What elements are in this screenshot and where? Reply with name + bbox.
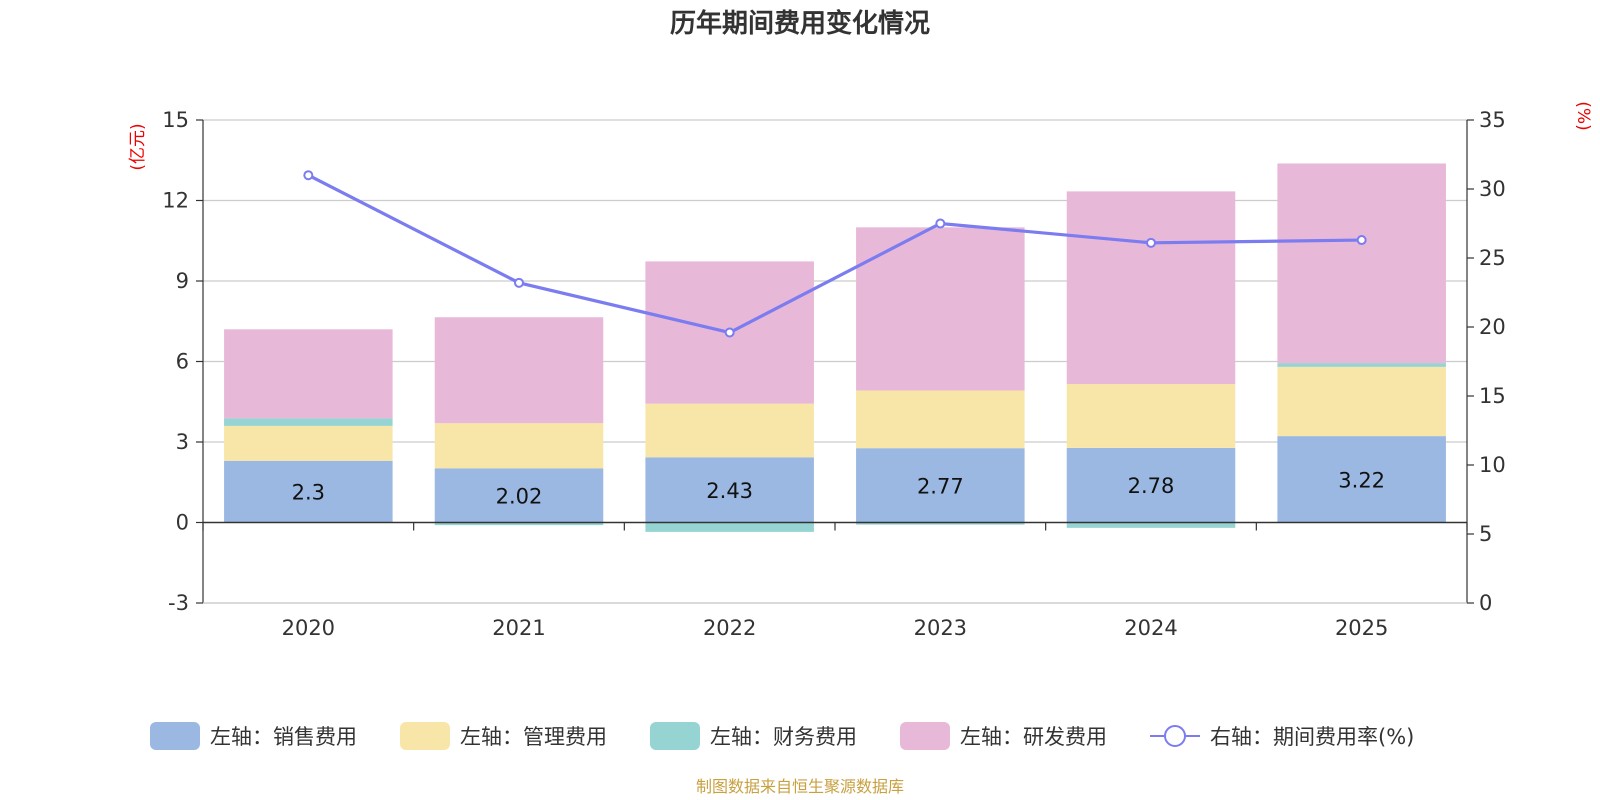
bar-segment <box>856 522 1025 525</box>
right-tick-label: 20 <box>1479 315 1506 339</box>
bar-segment <box>645 457 814 523</box>
x-tick-label: 2025 <box>1335 616 1388 640</box>
bar-segment <box>645 522 814 532</box>
left-tick-label: 15 <box>162 108 189 132</box>
bar-segment <box>856 448 1025 523</box>
rate-point <box>514 277 524 288</box>
right-tick-label: 0 <box>1479 591 1492 615</box>
legend-label: 右轴：期间费用率(%) <box>1210 725 1414 749</box>
legend-swatch-marker <box>1164 725 1186 747</box>
left-tick-label: 9 <box>176 269 189 293</box>
bar-segment <box>434 423 604 469</box>
x-tick-label: 2021 <box>492 616 545 640</box>
left-tick-label: 3 <box>176 430 189 454</box>
left-tick-label: 12 <box>162 189 189 213</box>
bar-segment <box>645 403 814 458</box>
right-tick-label: 35 <box>1479 108 1506 132</box>
bar-segment <box>1277 436 1446 523</box>
bar-segment <box>1277 366 1446 437</box>
source-note: 制图数据来自恒生聚源数据库 <box>696 777 904 796</box>
bar-segment <box>224 418 393 426</box>
right-axis-unit: (%) <box>1573 101 1593 130</box>
legend-swatch <box>400 722 450 750</box>
bar-segment <box>434 317 604 424</box>
bar-segment <box>856 227 1025 391</box>
legend-label: 左轴：研发费用 <box>960 725 1107 749</box>
data-label: 2.3 <box>292 481 325 505</box>
x-tick-label: 2024 <box>1124 616 1177 640</box>
bar-segment <box>1066 522 1236 528</box>
data-labels: 2.3 2.02 2.43 2.77 2.78 3.22 <box>292 468 1385 508</box>
bar-segment <box>224 425 393 461</box>
chart-title: 历年期间费用变化情况 <box>670 8 930 39</box>
left-tick-label: -3 <box>168 591 189 615</box>
bar-segment <box>1277 363 1446 367</box>
bar-segment <box>1277 163 1446 364</box>
right-tick-label: 15 <box>1479 384 1506 408</box>
bar-group <box>224 163 1446 532</box>
rate-point <box>1146 237 1156 248</box>
data-label: 2.43 <box>706 479 753 503</box>
rate-point <box>935 218 946 229</box>
rate-point <box>1356 235 1367 246</box>
bar-segment <box>224 460 393 523</box>
right-tick-label: 10 <box>1479 453 1506 477</box>
legend-label: 左轴：销售费用 <box>210 725 357 749</box>
x-tick-label: 2023 <box>914 616 967 640</box>
x-tick-label: 2022 <box>703 616 756 640</box>
bar-segment <box>434 522 604 526</box>
right-tick-label: 5 <box>1479 522 1492 546</box>
rate-line <box>307 173 1362 335</box>
rate-point <box>303 170 314 181</box>
data-label: 2.02 <box>496 484 543 508</box>
legend: 左轴：销售费用 左轴：管理费用 左轴：财务费用 左轴：研发费用 右轴：期间费用率(%) <box>150 722 1414 750</box>
left-axis-unit: (亿元) <box>128 123 148 170</box>
bar-segment <box>856 390 1025 449</box>
right-tick-label: 30 <box>1479 177 1506 201</box>
rate-line-group <box>303 170 1367 338</box>
bar-segment <box>1066 191 1236 385</box>
left-tick-label: 0 <box>176 511 189 535</box>
data-label: 2.78 <box>1128 474 1175 498</box>
right-tick-label: 25 <box>1479 246 1506 270</box>
bar-segment <box>1066 447 1236 523</box>
legend-label: 左轴：管理费用 <box>460 725 607 749</box>
x-tick-label: 2020 <box>282 616 335 640</box>
legend-swatch <box>650 722 700 750</box>
bar-segment <box>1066 384 1236 448</box>
data-label: 2.77 <box>917 474 964 498</box>
legend-label: 左轴：财务费用 <box>710 725 857 749</box>
legend-swatch <box>900 722 950 750</box>
left-tick-label: 6 <box>176 350 189 374</box>
bar-segment <box>224 329 393 419</box>
rate-point <box>724 327 735 338</box>
bar-segment <box>434 468 604 523</box>
data-label: 3.22 <box>1338 468 1385 492</box>
legend-swatch <box>150 722 200 750</box>
